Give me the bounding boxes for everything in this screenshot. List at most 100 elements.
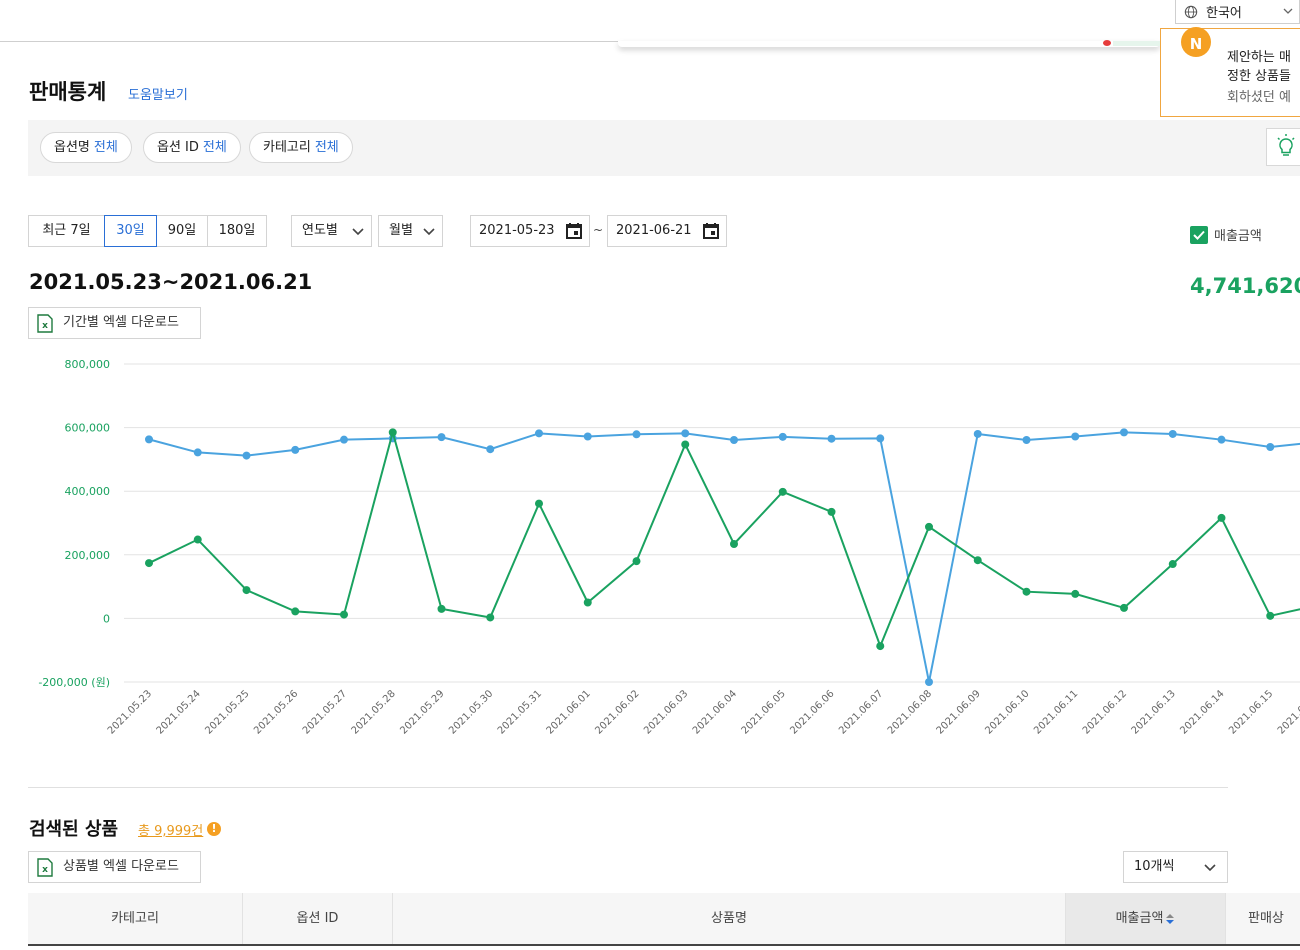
y-tick-label: -200,000 (원) xyxy=(38,676,110,689)
data-point[interactable] xyxy=(1022,587,1031,596)
data-point[interactable] xyxy=(388,428,397,437)
svg-text:x: x xyxy=(42,321,48,331)
data-point[interactable] xyxy=(486,445,495,454)
data-point[interactable] xyxy=(583,598,592,607)
data-point[interactable] xyxy=(1120,603,1128,612)
x-tick-label: 2021.05.23 xyxy=(106,688,154,736)
data-point[interactable] xyxy=(778,432,787,441)
column-label: 매출금액 xyxy=(1115,911,1164,926)
notice-banner[interactable]: N 제안하는 매 정한 상품들 회하셨던 예 xyxy=(1160,27,1300,117)
data-point[interactable] xyxy=(1266,611,1275,620)
data-point[interactable] xyxy=(681,429,690,438)
period-90d-button[interactable]: 90일 xyxy=(156,215,208,247)
data-point[interactable] xyxy=(1266,442,1275,451)
calendar-icon[interactable] xyxy=(565,222,583,240)
product-excel-download-button[interactable]: x 상품별 엑셀 다운로드 xyxy=(28,851,201,883)
data-point[interactable] xyxy=(437,433,446,442)
period-30d-button[interactable]: 30일 xyxy=(104,215,157,247)
column-header-option-id[interactable]: 옵션 ID xyxy=(243,893,393,944)
filter-label: 카테고리 xyxy=(263,140,311,155)
data-point[interactable] xyxy=(486,613,495,622)
x-tick-label: 2021.06.08 xyxy=(886,688,934,736)
result-count-link[interactable]: 총 9,999건 xyxy=(138,824,204,839)
x-tick-label: 2021.06.11 xyxy=(1032,688,1080,736)
start-date-input[interactable]: 2021-05-23 xyxy=(470,215,590,247)
period-7d-button[interactable]: 최근 7일 xyxy=(28,215,105,247)
data-point[interactable] xyxy=(876,642,885,651)
data-point[interactable] xyxy=(632,557,641,566)
column-header-product-name[interactable]: 상품명 xyxy=(393,893,1066,944)
data-point[interactable] xyxy=(973,429,982,438)
data-point[interactable] xyxy=(876,434,885,443)
data-point[interactable] xyxy=(925,678,933,686)
sales-amount-toggle[interactable]: 매출금액 xyxy=(1190,225,1262,244)
tips-button[interactable] xyxy=(1266,128,1300,166)
column-header-sales-count[interactable]: 판매상 xyxy=(1248,911,1284,926)
language-selector[interactable]: 한국어 xyxy=(1175,0,1300,24)
x-tick-label: 2021.06.09 xyxy=(935,688,983,736)
data-point[interactable] xyxy=(1168,560,1177,569)
data-point[interactable] xyxy=(242,451,251,460)
data-point[interactable] xyxy=(1071,432,1080,441)
data-point[interactable] xyxy=(973,556,982,565)
filter-chip-category[interactable]: 카테고리 전체 xyxy=(249,132,353,163)
filter-chip-option-name[interactable]: 옵션명 전체 xyxy=(40,132,132,163)
y-tick-label: 400,000 xyxy=(65,485,111,498)
data-point[interactable] xyxy=(145,559,153,568)
column-header-sales-amount[interactable]: 매출금액 xyxy=(1066,893,1226,944)
data-point[interactable] xyxy=(242,586,251,595)
x-tick-label: 2021.06.10 xyxy=(983,688,1031,736)
chevron-down-icon xyxy=(1283,8,1293,14)
warning-icon[interactable]: ! xyxy=(207,822,221,836)
data-point[interactable] xyxy=(535,429,543,438)
x-tick-label: 2021.06.06 xyxy=(788,688,836,736)
table-header: 카테고리 옵션 ID 상품명 매출금액 판매상 xyxy=(28,893,1300,946)
yearly-select[interactable]: 연도별 xyxy=(291,215,372,247)
filter-chip-option-id[interactable]: 옵션 ID 전체 xyxy=(143,132,241,163)
data-point[interactable] xyxy=(681,440,690,449)
data-point[interactable] xyxy=(193,535,202,544)
data-point[interactable] xyxy=(632,430,641,439)
data-point[interactable] xyxy=(193,448,202,457)
data-point[interactable] xyxy=(145,435,153,444)
calendar-icon[interactable] xyxy=(702,222,720,240)
monthly-select[interactable]: 월별 xyxy=(378,215,443,247)
page-size-select[interactable]: 10개씩 xyxy=(1123,851,1228,883)
data-point[interactable] xyxy=(1071,589,1080,598)
checkbox-checked-icon[interactable] xyxy=(1190,225,1208,244)
data-point[interactable] xyxy=(583,432,592,441)
data-point[interactable] xyxy=(730,539,738,548)
data-point[interactable] xyxy=(437,604,446,613)
period-excel-download-button[interactable]: x 기간별 엑셀 다운로드 xyxy=(28,307,201,339)
x-tick-label: 2021.05.24 xyxy=(155,688,203,736)
data-point[interactable] xyxy=(827,507,836,516)
data-point[interactable] xyxy=(730,436,738,445)
top-divider xyxy=(0,41,1160,42)
column-header-category[interactable]: 카테고리 xyxy=(28,893,243,944)
x-tick-label: 2021.06.16 xyxy=(1276,688,1300,736)
data-point[interactable] xyxy=(340,435,348,444)
data-point[interactable] xyxy=(925,522,933,531)
sort-icon[interactable] xyxy=(1165,913,1175,925)
page-title: 판매통계 xyxy=(29,80,107,104)
data-point[interactable] xyxy=(291,607,300,616)
chevron-down-icon xyxy=(352,228,364,236)
data-point[interactable] xyxy=(1217,513,1226,522)
data-point[interactable] xyxy=(1120,428,1128,437)
date-range-heading: 2021.05.23~2021.06.21 xyxy=(29,270,313,294)
end-date-input[interactable]: 2021-06-21 xyxy=(607,215,727,247)
help-link[interactable]: 도움말보기 xyxy=(128,88,188,103)
period-180d-button[interactable]: 180일 xyxy=(207,215,267,247)
filter-label: 옵션명 xyxy=(54,140,90,155)
data-point[interactable] xyxy=(778,487,787,496)
data-point[interactable] xyxy=(1168,429,1177,438)
data-point[interactable] xyxy=(827,434,836,443)
data-point[interactable] xyxy=(535,499,543,508)
data-point[interactable] xyxy=(340,610,348,619)
data-point[interactable] xyxy=(1217,435,1226,444)
x-tick-label: 2021.06.03 xyxy=(642,688,690,736)
data-point[interactable] xyxy=(1022,436,1031,445)
x-tick-label: 2021.05.28 xyxy=(350,688,398,736)
data-point[interactable] xyxy=(291,445,300,454)
sales-chart: 800,000 600,000 400,000 200,000 0 -200,000 (원… xyxy=(0,340,1300,760)
